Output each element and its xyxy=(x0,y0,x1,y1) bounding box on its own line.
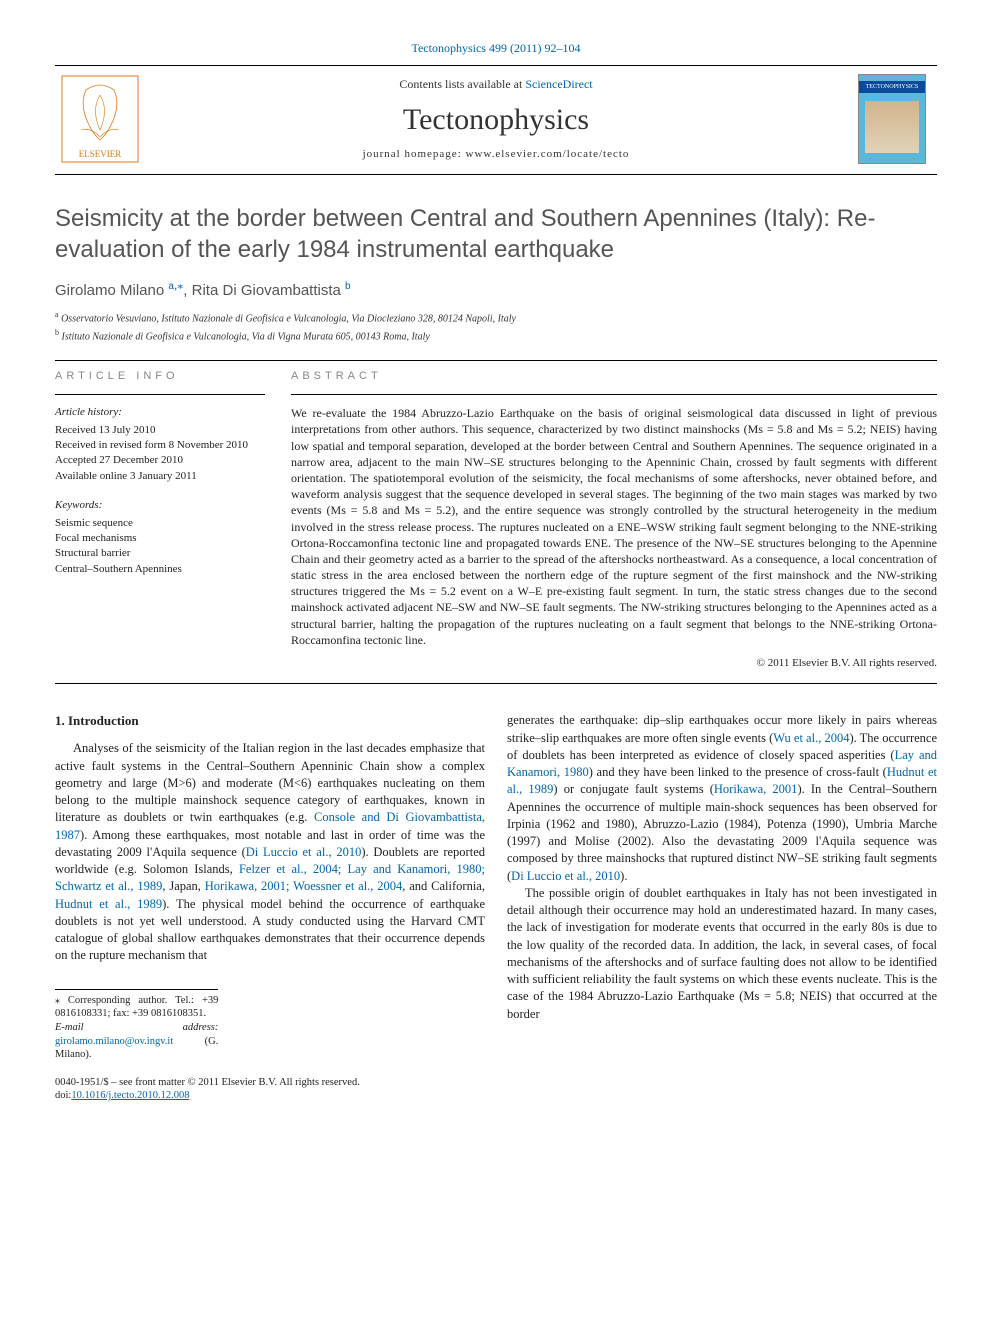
cover-image-placeholder xyxy=(865,101,919,153)
divider xyxy=(55,683,937,684)
email-footnote: E-mail address: girolamo.milano@ov.ingv.… xyxy=(55,1021,218,1062)
issn-line: 0040-1951/$ – see front matter © 2011 El… xyxy=(55,1076,485,1090)
author-name: Girolamo Milano xyxy=(55,282,164,299)
article-title: Seismicity at the border between Central… xyxy=(55,203,937,265)
abstract-label: ABSTRACT xyxy=(291,369,937,384)
history-line: Received 13 July 2010 xyxy=(55,423,265,438)
body-paragraph: The possible origin of doublet earthquak… xyxy=(507,885,937,1023)
abstract-text: We re-evaluate the 1984 Abruzzo-Lazio Ea… xyxy=(291,405,937,648)
cover-thumb-container: TECTONOPHYSICS xyxy=(847,74,937,164)
divider xyxy=(55,360,937,361)
section-title: Introduction xyxy=(68,713,139,728)
author-email-link[interactable]: girolamo.milano@ov.ingv.it xyxy=(55,1036,173,1047)
email-label: E-mail address: xyxy=(55,1022,218,1033)
keywords-head: Keywords: xyxy=(55,498,265,513)
history-line: Available online 3 January 2011 xyxy=(55,469,265,484)
section-number: 1. xyxy=(55,713,65,728)
publisher-logo-container: ELSEVIER xyxy=(55,74,145,164)
body-paragraph: Analyses of the seismicity of the Italia… xyxy=(55,740,485,964)
history-line: Received in revised form 8 November 2010 xyxy=(55,438,265,453)
affiliation-list: a Osservatorio Vesuviano, Istituto Nazio… xyxy=(55,309,937,344)
affiliation-text: Istituto Nazionale di Geofisica e Vulcan… xyxy=(62,331,430,342)
citation-link[interactable]: Hudnut et al., 1989 xyxy=(55,897,162,911)
footnote-text: Corresponding author. Tel.: +39 08161083… xyxy=(55,995,218,1020)
citation-link[interactable]: Wu et al., 2004 xyxy=(773,731,849,745)
history-line: Accepted 27 December 2010 xyxy=(55,453,265,468)
article-info-label: ARTICLE INFO xyxy=(55,369,265,384)
contents-prefix: Contents lists available at xyxy=(399,77,525,91)
body-column-left: 1. Introduction Analyses of the seismici… xyxy=(55,712,485,1103)
affiliation-text: Osservatorio Vesuviano, Istituto Naziona… xyxy=(61,314,516,325)
body-paragraph: generates the earthquake: dip–slip earth… xyxy=(507,712,937,885)
short-divider xyxy=(291,394,937,395)
short-divider xyxy=(55,394,265,395)
header-center: Contents lists available at ScienceDirec… xyxy=(145,74,847,164)
citation-link[interactable]: Horikawa, 2001 xyxy=(714,782,798,796)
info-abstract-row: ARTICLE INFO Article history: Received 1… xyxy=(55,369,937,672)
author-affiliation-marker[interactable]: b xyxy=(345,281,351,292)
corresponding-author-footnote: ⁎ Corresponding author. Tel.: +39 081610… xyxy=(55,994,218,1021)
journal-name: Tectonophysics xyxy=(145,99,847,141)
keyword: Focal mechanisms xyxy=(55,531,265,546)
citation-link[interactable]: Di Luccio et al., 2010 xyxy=(511,869,620,883)
affiliation-sup: b xyxy=(55,328,59,337)
doi-prefix: doi: xyxy=(55,1090,71,1101)
keyword: Structural barrier xyxy=(55,546,265,561)
journal-cover-thumbnail: TECTONOPHYSICS xyxy=(858,74,926,164)
citation-link[interactable]: Di Luccio et al., 2010 xyxy=(246,845,362,859)
sciencedirect-link[interactable]: ScienceDirect xyxy=(525,77,592,91)
page-footer-left: 0040-1951/$ – see front matter © 2011 El… xyxy=(55,1076,485,1103)
contents-list-line: Contents lists available at ScienceDirec… xyxy=(145,76,847,93)
author-list: Girolamo Milano a,⁎, Rita Di Giovambatti… xyxy=(55,277,937,301)
citation-link[interactable]: Horikawa, 2001; Woessner et al., 2004 xyxy=(205,879,403,893)
keyword: Seismic sequence xyxy=(55,516,265,531)
article-history-head: Article history: xyxy=(55,405,265,420)
cover-title-band: TECTONOPHYSICS xyxy=(859,81,925,93)
affiliation-item: b Istituto Nazionale di Geofisica e Vulc… xyxy=(55,327,937,344)
affiliation-item: a Osservatorio Vesuviano, Istituto Nazio… xyxy=(55,309,937,326)
body-two-column: 1. Introduction Analyses of the seismici… xyxy=(55,712,937,1103)
footnote-block: ⁎ Corresponding author. Tel.: +39 081610… xyxy=(55,989,218,1062)
article-info-column: ARTICLE INFO Article history: Received 1… xyxy=(55,369,265,672)
keyword: Central–Southern Apennines xyxy=(55,562,265,577)
abstract-copyright: © 2011 Elsevier B.V. All rights reserved… xyxy=(291,656,937,671)
affiliation-sup: a xyxy=(55,310,59,319)
section-heading: 1. Introduction xyxy=(55,712,485,730)
journal-homepage-line: journal homepage: www.elsevier.com/locat… xyxy=(145,147,847,162)
author-name: Rita Di Giovambattista xyxy=(192,282,341,299)
corresponding-author-marker[interactable]: ,⁎ xyxy=(174,278,183,292)
journal-header: ELSEVIER Contents lists available at Sci… xyxy=(55,65,937,175)
homepage-prefix: journal homepage: xyxy=(363,148,466,160)
doi-line: doi:10.1016/j.tecto.2010.12.008 xyxy=(55,1089,485,1103)
abstract-column: ABSTRACT We re-evaluate the 1984 Abruzzo… xyxy=(291,369,937,672)
homepage-url: www.elsevier.com/locate/tecto xyxy=(466,148,630,160)
citation-link[interactable]: Console and Di Giovambattista, 1987 xyxy=(55,810,485,841)
body-column-right: generates the earthquake: dip–slip earth… xyxy=(507,712,937,1103)
svg-text:ELSEVIER: ELSEVIER xyxy=(79,149,122,159)
citation-link[interactable]: Lay and Kanamori, 1980 xyxy=(507,748,937,779)
journal-citation-link[interactable]: Tectonophysics 499 (2011) 92–104 xyxy=(55,40,937,57)
doi-link[interactable]: 10.1016/j.tecto.2010.12.008 xyxy=(71,1090,189,1101)
elsevier-logo: ELSEVIER xyxy=(61,75,139,163)
